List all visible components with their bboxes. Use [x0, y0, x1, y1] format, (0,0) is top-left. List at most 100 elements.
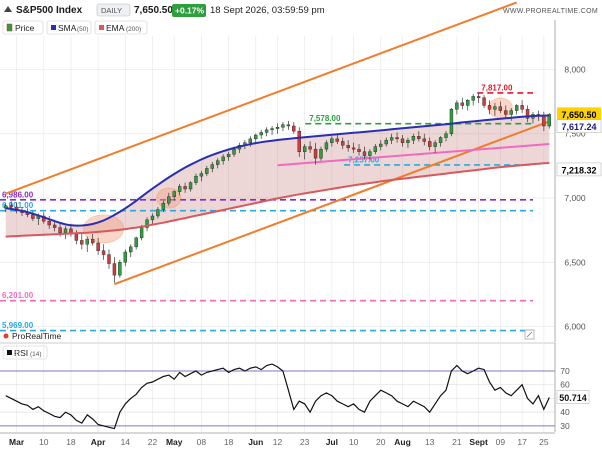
candle — [335, 133, 339, 144]
level-label: 6,201.00 — [2, 291, 34, 300]
candle-body — [90, 238, 95, 244]
candle-body — [31, 214, 35, 219]
candle-body — [286, 124, 291, 127]
candle — [455, 100, 459, 115]
channel-upper — [5, 1, 518, 195]
candles — [4, 92, 551, 283]
candle — [205, 165, 209, 177]
ema-200-line — [5, 162, 550, 238]
candle-body — [58, 227, 62, 233]
candle-body — [275, 127, 280, 129]
svg-text:ProRealTime: ProRealTime — [12, 331, 62, 341]
candle — [460, 97, 465, 110]
date-tick-label: 13 — [425, 437, 435, 447]
candle-body — [335, 138, 339, 142]
candle-body — [177, 186, 182, 192]
legend: Price SMA (50) EMA (200) — [2, 20, 148, 35]
date-tick-label: 23 — [300, 437, 310, 447]
svg-text:(50): (50) — [77, 26, 89, 33]
price-tag-bg — [557, 107, 601, 121]
candle — [90, 234, 95, 246]
rsi-panel: 304050607050.714 — [0, 343, 590, 432]
candle-body — [362, 151, 367, 156]
interval-badge[interactable]: DAILY — [101, 6, 122, 15]
date-tick-label: Aug — [394, 437, 411, 447]
candle-body — [129, 246, 133, 253]
candle — [161, 200, 166, 213]
last-price: 7,650.50 — [134, 5, 173, 16]
date-tick-label: 18 — [224, 437, 234, 447]
date-tick-label: 20 — [376, 437, 386, 447]
date-tick-label: 14 — [121, 437, 131, 447]
candle — [85, 236, 89, 252]
price-tag-bg — [556, 162, 602, 177]
candle — [275, 123, 280, 134]
horizontal-levels: 7,817.00 7,578.00 7,257.00 6,986.00 6,901.00… — [0, 83, 533, 332]
candle-body — [52, 224, 57, 228]
candle-body — [96, 242, 100, 251]
price-tag-bg — [556, 119, 602, 133]
candle — [286, 120, 291, 130]
rsi-tick-label: 60 — [560, 380, 570, 390]
candle-body — [216, 160, 220, 165]
svg-text:Price: Price — [15, 23, 35, 33]
candle-body — [509, 110, 513, 115]
price-tag-label: 7,650.50 — [561, 110, 596, 120]
candle — [368, 149, 372, 161]
candle-body — [226, 154, 231, 158]
candle-body — [313, 148, 318, 159]
candle-body — [330, 138, 334, 143]
moving-averages — [5, 114, 550, 238]
legend-sma[interactable] — [46, 20, 92, 35]
rsi-tick-label: 70 — [560, 366, 570, 376]
candle — [384, 137, 388, 147]
candle-body — [210, 164, 214, 169]
level-label: 5,969.00 — [2, 321, 34, 330]
expand-icon[interactable] — [4, 6, 12, 12]
svg-text:EMA: EMA — [106, 23, 125, 33]
candle-body — [357, 148, 361, 152]
change-badge — [172, 4, 206, 17]
price-tag-label: 7,617.24 — [561, 122, 596, 132]
candle — [183, 182, 187, 193]
candle — [341, 137, 345, 150]
price-tag: 7,218.32 — [556, 162, 602, 177]
candle — [281, 122, 285, 132]
legend-ema[interactable] — [94, 20, 148, 35]
ma-band — [5, 115, 550, 237]
price-tag: 7,617.24 — [556, 119, 602, 133]
candle-body — [297, 130, 301, 152]
candle — [254, 133, 258, 143]
level-label: 7,578.00 — [309, 114, 341, 123]
candle-body — [514, 105, 519, 111]
date-tick-label: Apr — [91, 437, 106, 447]
candle — [292, 122, 296, 134]
candle — [221, 154, 225, 165]
svg-text:RSI: RSI — [14, 348, 28, 358]
candle-body — [520, 105, 524, 110]
candle — [80, 234, 84, 250]
candle — [438, 136, 443, 147]
candle — [150, 213, 155, 225]
candle-body — [466, 100, 470, 106]
sma-50-line — [5, 114, 550, 227]
candle — [400, 135, 405, 147]
candle-body — [221, 156, 225, 161]
collapse-icon[interactable] — [524, 329, 535, 340]
candle-body — [379, 143, 383, 147]
candle-body — [368, 151, 372, 156]
svg-text:(200): (200) — [126, 26, 141, 33]
candle — [389, 133, 394, 144]
date-tick-label: 25 — [539, 437, 549, 447]
candle — [411, 133, 416, 144]
header-bar: S&P500 Index DAILY 7,650.50 +0.17% 18 Se… — [0, 0, 602, 20]
candle — [351, 142, 356, 153]
candle — [444, 131, 448, 142]
legend-price[interactable] — [2, 20, 44, 35]
candle-body — [384, 139, 388, 145]
candle-body — [471, 96, 475, 101]
rsi-legend[interactable]: RSI (14) — [2, 345, 48, 360]
candle-body — [183, 186, 187, 190]
